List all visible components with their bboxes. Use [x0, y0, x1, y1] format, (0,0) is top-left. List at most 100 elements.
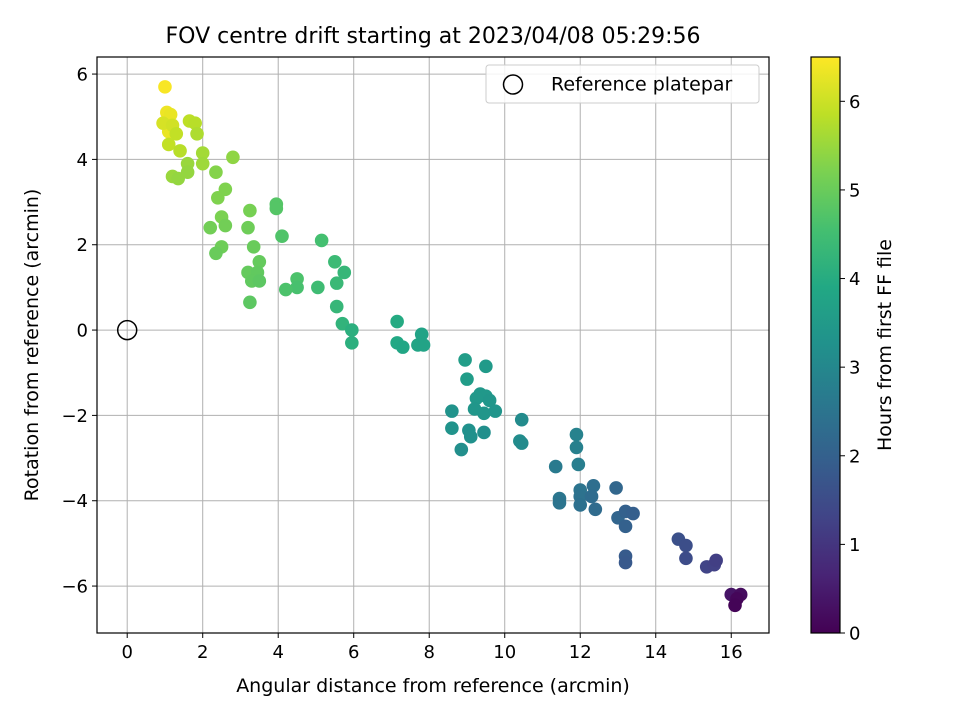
data-point — [171, 171, 185, 186]
data-point — [469, 391, 484, 406]
data-point — [337, 265, 352, 280]
data-point — [311, 280, 325, 295]
data-point — [246, 240, 261, 254]
data-point — [569, 427, 584, 442]
x-tick-label: 12 — [569, 642, 592, 663]
data-point — [395, 340, 410, 354]
data-point — [275, 229, 289, 243]
data-points — [156, 80, 748, 613]
data-point — [243, 295, 257, 310]
data-point — [618, 555, 633, 570]
data-point — [488, 404, 503, 418]
data-point — [345, 323, 359, 337]
legend: Reference platepar — [485, 64, 760, 104]
x-tick-label: 14 — [644, 642, 667, 663]
data-point — [679, 551, 693, 566]
x-tick-label: 10 — [493, 642, 516, 663]
data-point — [190, 127, 204, 141]
y-tick-label: 4 — [77, 150, 88, 171]
data-point — [569, 440, 584, 455]
plot-frame — [96, 56, 770, 634]
data-point — [477, 425, 491, 440]
data-point — [188, 116, 202, 130]
data-point — [329, 276, 344, 290]
data-point — [709, 553, 723, 568]
data-point — [477, 406, 491, 421]
data-point — [328, 254, 342, 269]
colorbar-tick-label: 2 — [849, 446, 860, 467]
colorbar-gradient — [810, 56, 841, 634]
chart-title: FOV centre drift starting at 2023/04/08 … — [166, 24, 701, 49]
y-tick-label: −2 — [61, 406, 88, 427]
data-point — [211, 191, 225, 205]
data-point — [445, 421, 459, 436]
grid-lines — [97, 57, 769, 633]
x-tick-label: 6 — [348, 642, 359, 663]
data-point — [514, 412, 529, 427]
data-point — [290, 280, 304, 295]
data-point — [573, 498, 588, 512]
data-point — [618, 519, 633, 534]
colorbar: 0 1 2 3 4 5 6 Hours from first FF file — [810, 56, 896, 645]
y-tick-label: 6 — [77, 65, 88, 86]
data-point — [571, 457, 586, 472]
data-point — [588, 502, 603, 517]
data-point — [241, 220, 255, 235]
data-point — [416, 338, 431, 352]
data-point — [463, 429, 478, 444]
data-point — [203, 220, 218, 235]
data-point — [390, 314, 404, 329]
data-point — [278, 282, 293, 297]
data-point — [482, 393, 497, 408]
data-point — [173, 144, 187, 158]
data-point — [454, 442, 469, 457]
colorbar-tick-label: 4 — [849, 269, 860, 290]
y-tick-label: −4 — [61, 491, 88, 512]
legend-label: Reference platepar — [551, 74, 733, 96]
x-tick-label: 8 — [423, 642, 434, 663]
colorbar-tick-label: 5 — [849, 180, 860, 201]
y-axis-label: Rotation from reference (arcmin) — [21, 189, 43, 502]
colorbar-tick-label: 1 — [849, 535, 860, 556]
data-point — [586, 479, 601, 493]
data-point — [458, 353, 472, 367]
data-point — [218, 218, 233, 233]
x-tick-label: 2 — [197, 642, 208, 663]
legend-marker — [502, 74, 524, 95]
data-point — [609, 481, 623, 495]
data-point — [243, 203, 257, 218]
data-point — [195, 146, 210, 160]
data-point — [626, 506, 640, 521]
data-point — [161, 137, 176, 152]
data-point — [252, 254, 267, 269]
y-tick-label: 0 — [77, 321, 88, 342]
data-point — [269, 201, 284, 216]
x-axis-label: Angular distance from reference (arcmin) — [236, 675, 630, 697]
data-point — [552, 496, 567, 510]
colorbar-ticks: 0 1 2 3 4 5 6 — [840, 92, 860, 645]
data-point — [445, 404, 459, 418]
colorbar-tick-label: 6 — [849, 92, 860, 113]
data-point — [514, 436, 529, 450]
data-point — [169, 127, 184, 141]
data-point — [329, 299, 344, 314]
data-point — [460, 372, 474, 386]
data-point — [584, 489, 599, 504]
x-tick-label: 16 — [720, 642, 743, 663]
colorbar-label: Hours from first FF file — [874, 239, 896, 451]
x-tick-label: 0 — [121, 642, 132, 663]
x-tick-label: 4 — [272, 642, 283, 663]
data-point — [728, 598, 742, 613]
reference-point-marker — [116, 319, 138, 341]
data-point — [252, 274, 267, 288]
data-point — [679, 538, 693, 553]
data-point — [548, 459, 563, 474]
data-point — [414, 327, 429, 342]
x-axis-ticks: 0 2 4 6 8 10 12 14 16 — [121, 633, 743, 663]
data-point — [226, 150, 240, 165]
colorbar-tick-label: 3 — [849, 358, 860, 379]
data-point — [195, 156, 210, 171]
data-point — [314, 233, 329, 248]
data-point — [345, 336, 359, 350]
